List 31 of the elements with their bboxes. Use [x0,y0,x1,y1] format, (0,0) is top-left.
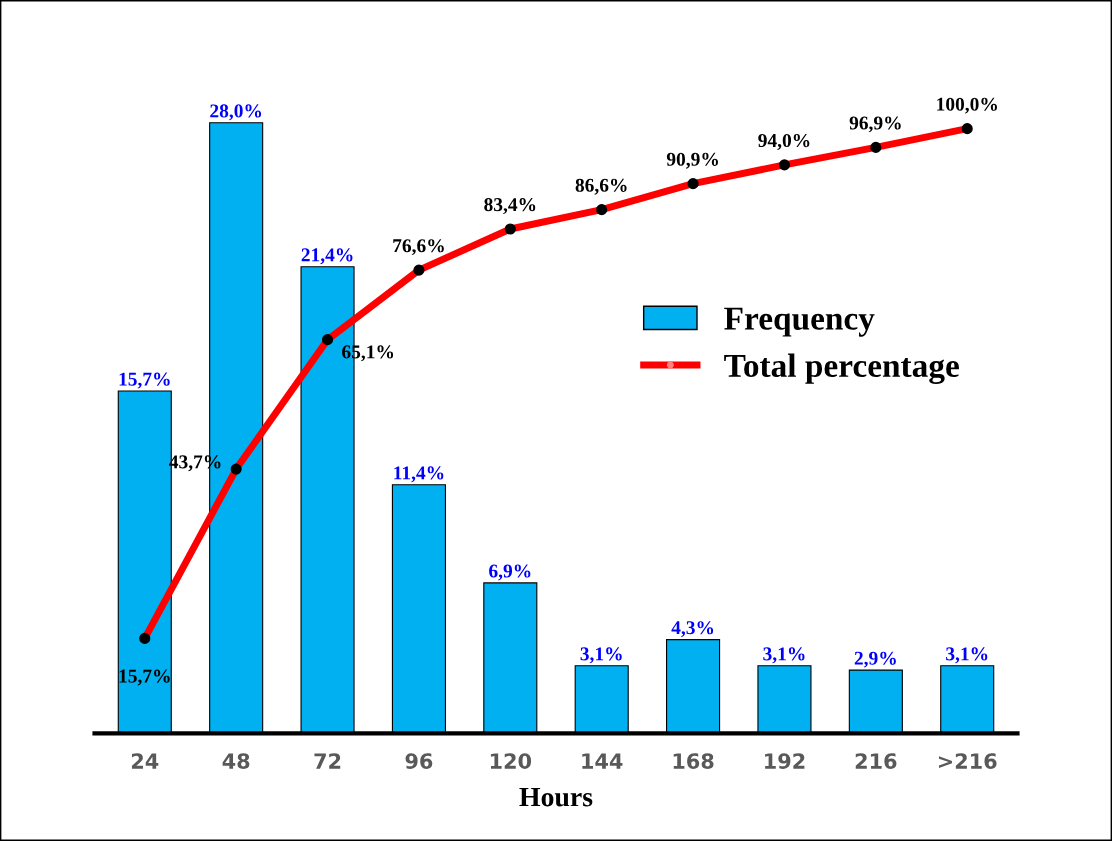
x-tick-label: >216 [938,753,997,769]
x-tick-label: 48 [222,753,250,769]
x-tick-label: 120 [490,753,532,769]
data-label: 2,9% [854,651,896,668]
x-tick-label: 144 [582,753,623,769]
data-label: 3,1% [580,647,622,664]
legend-label: Total percentage [724,353,959,385]
data-label: 28,0% [210,104,262,121]
data-label: 86,6% [575,178,627,195]
data-label: 90,9% [666,152,718,169]
data-label: 4,3% [671,621,714,638]
x-tick-label: 216 [855,753,897,769]
x-tick-label: 192 [765,753,805,769]
data-label: 21,4% [301,248,353,265]
data-label: 83,4% [484,198,536,214]
x-tick-label: 96 [405,753,433,769]
data-label: 94,0% [758,133,810,150]
data-label: 76,6% [393,239,444,256]
x-axis-title: Hours [519,787,593,807]
data-label: 15,7% [119,669,170,686]
data-label: 3,1% [946,647,988,664]
legend-label: Frequency [724,307,875,337]
x-tick-label: 24 [131,753,159,769]
data-label: 15,7% [119,372,170,389]
x-tick-label: 168 [673,753,714,769]
data-label: 3,1% [763,647,805,664]
data-label: 100,0% [937,97,997,114]
data-label: 6,9% [489,564,531,581]
data-label: 96,9% [849,116,901,133]
data-label: 11,4% [394,466,444,483]
x-tick-label: 72 [314,753,341,769]
